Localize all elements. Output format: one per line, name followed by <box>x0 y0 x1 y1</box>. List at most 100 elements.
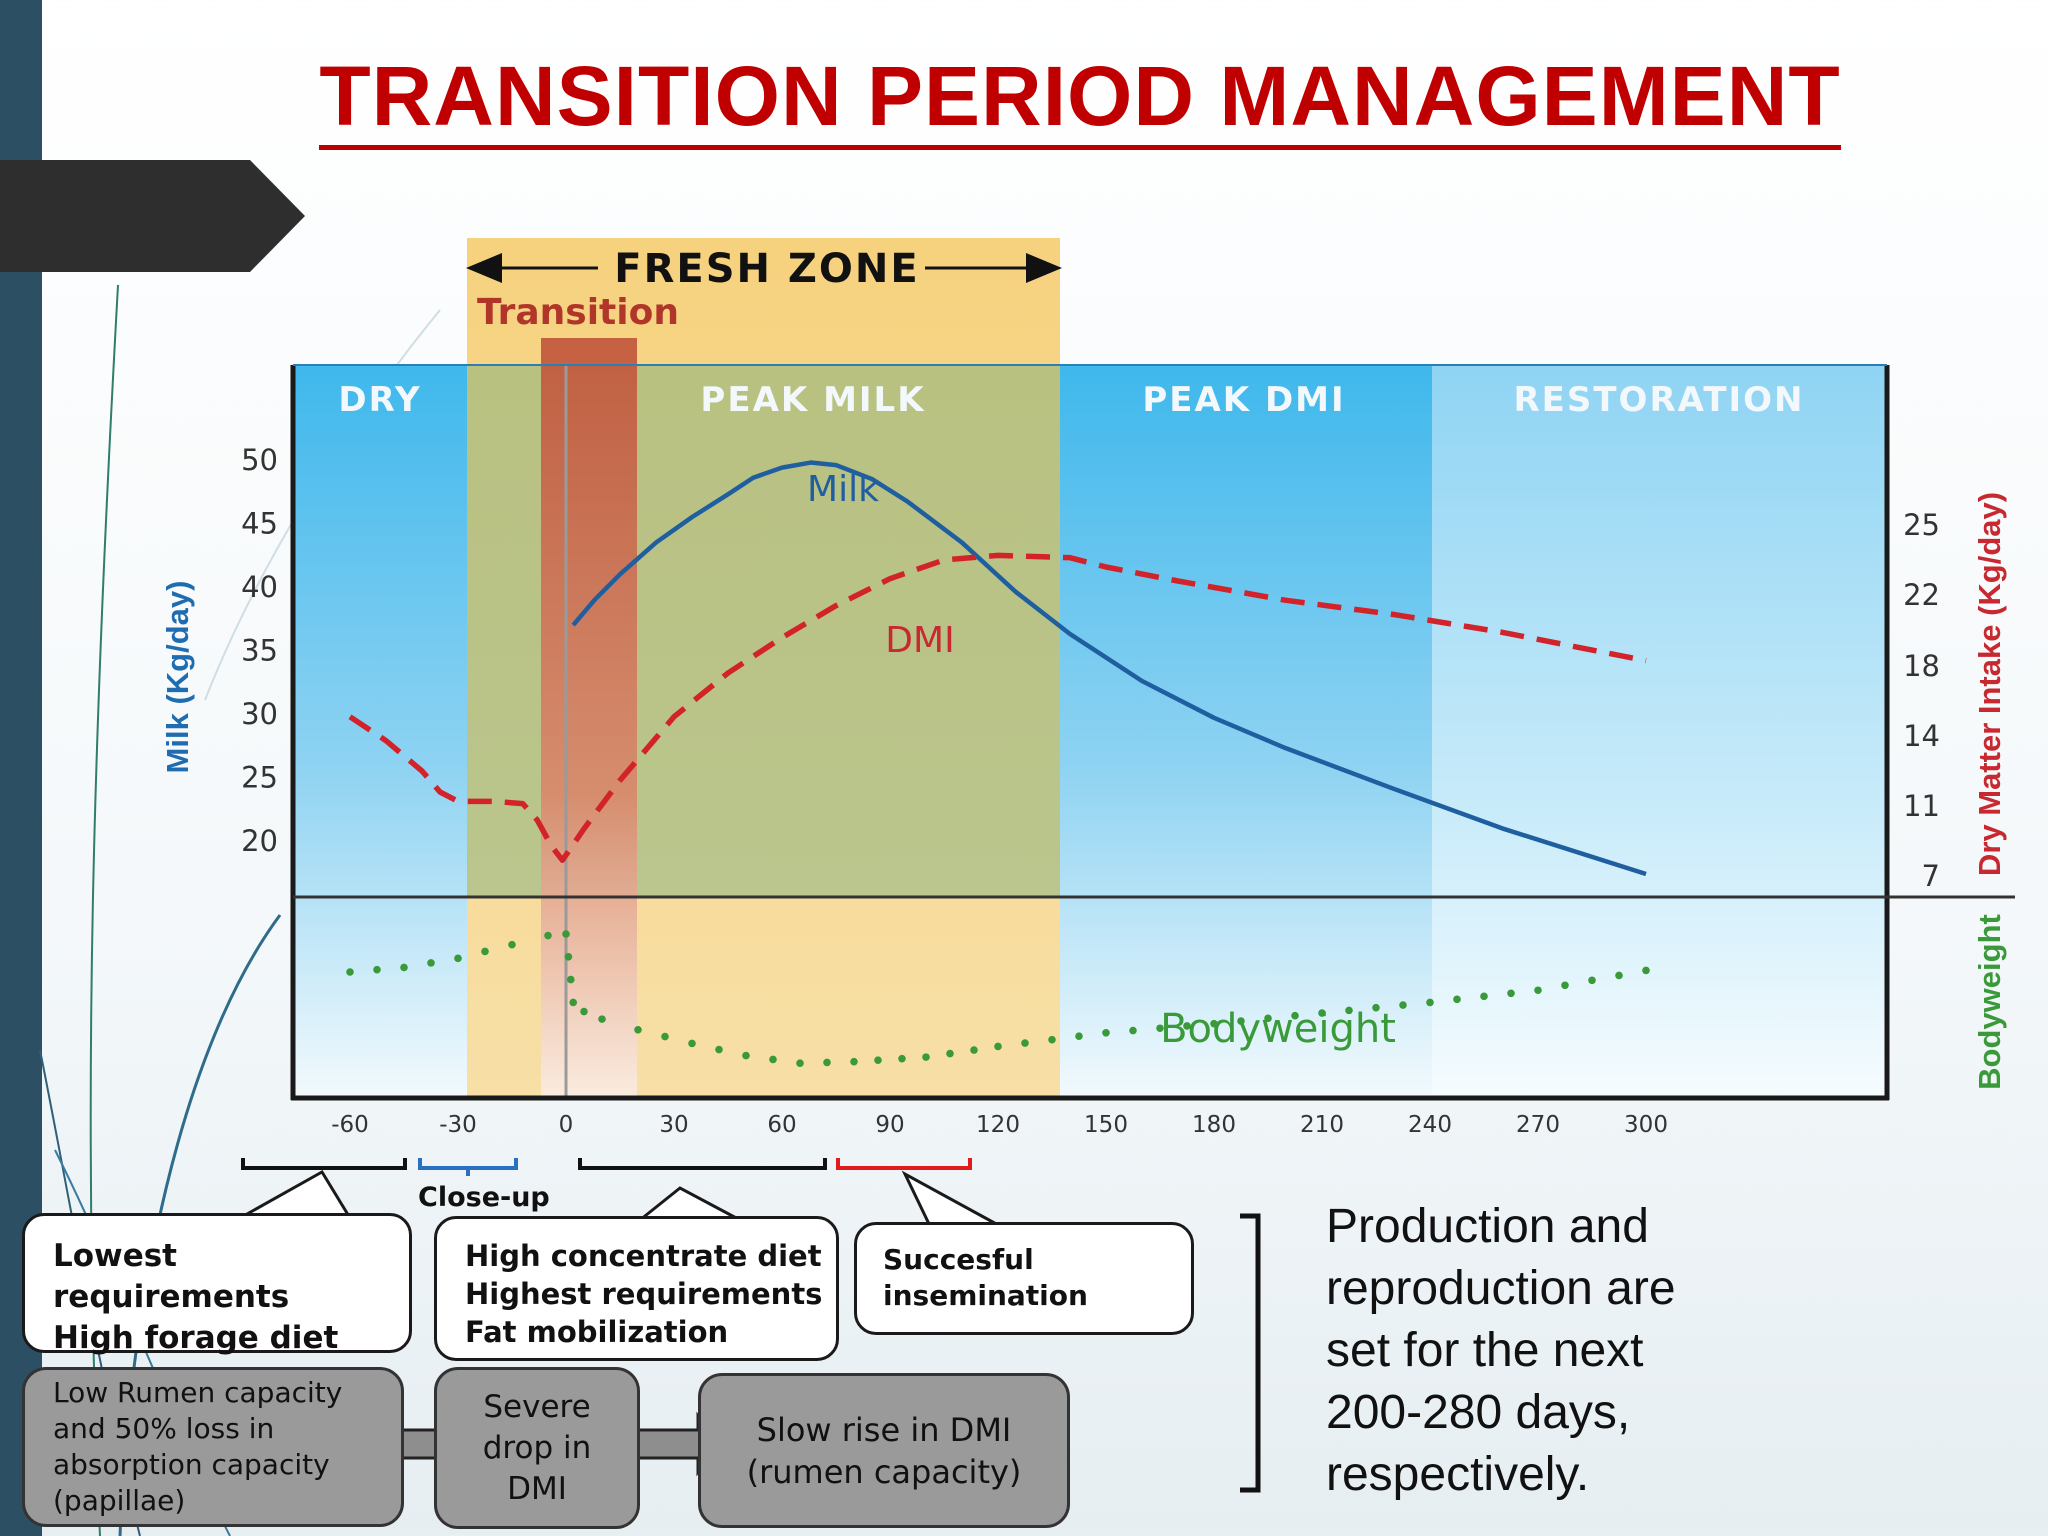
x-tick-label: 30 <box>659 1112 688 1138</box>
bodyweight-point <box>1480 992 1488 1001</box>
close-up-label: Close-up <box>418 1182 550 1213</box>
bodyweight-point <box>1372 1003 1380 1012</box>
y-left-tick-label: 20 <box>241 824 278 858</box>
callout-dry-line-2: requirements <box>53 1279 290 1315</box>
summary-line-3: set for the next <box>1326 1324 1644 1377</box>
bodyweight-point <box>1426 998 1434 1007</box>
summary-bracket <box>1240 1213 1261 1493</box>
bodyweight-point <box>1588 976 1596 985</box>
x-tick-label: 120 <box>976 1112 1020 1138</box>
flow-box-dmi-drop: Severe drop in DMI <box>434 1367 640 1529</box>
bodyweight-point <box>544 931 552 940</box>
bodyweight-point <box>1048 1035 1056 1044</box>
fresh-zone-label: FRESH ZONE <box>614 246 919 292</box>
bodyweight-point <box>1318 1009 1326 1017</box>
timeline-brackets <box>241 1158 972 1176</box>
bodyweight-point <box>850 1057 858 1066</box>
y-right-tick-labels: 25 22 18 14 11 7 <box>1903 508 1940 893</box>
y-right-tick-label: 11 <box>1903 789 1940 823</box>
y-right-tick-label: 22 <box>1903 578 1940 612</box>
y-right-tick-label: 25 <box>1903 508 1940 542</box>
bracket-close-up <box>418 1158 518 1170</box>
bodyweight-point <box>946 1049 954 1058</box>
bodyweight-point <box>1156 1024 1164 1033</box>
series-label-bodyweight: Bodyweight <box>1160 1006 1396 1052</box>
zone-label-peak-dmi: PEAK DMI <box>1142 380 1345 420</box>
zone-labels: DRY PEAK MILK PEAK DMI RESTORATION <box>338 380 1804 420</box>
bodyweight-point <box>1021 1039 1029 1047</box>
callout-dry-period: Lowest requirements High forage diet <box>22 1213 412 1356</box>
bodyweight-point <box>569 998 577 1007</box>
flow-box-1-line-4: (papillae) <box>53 1484 186 1517</box>
fresh-zone-header: FRESH ZONE Transition <box>466 246 1062 333</box>
bodyweight-point <box>1102 1029 1110 1037</box>
y-left-tick-label: 45 <box>241 507 278 541</box>
bodyweight-point <box>1453 995 1461 1004</box>
series-bodyweight-dots <box>346 930 1650 1067</box>
bodyweight-point <box>564 953 573 961</box>
y-right-axis-title: Dry Matter Intake (Kg/day) <box>1972 492 2007 876</box>
flow-box-2-line-1: Severe <box>483 1388 591 1425</box>
bracket-fresh <box>578 1158 827 1170</box>
bodyweight-point <box>769 1055 777 1064</box>
x-tick-label: -30 <box>439 1112 477 1138</box>
bodyweight-point <box>1345 1006 1353 1015</box>
bodyweight-point <box>1507 989 1515 998</box>
callout-insemination: Succesful insemination <box>854 1222 1194 1335</box>
bodyweight-point <box>661 1032 669 1041</box>
zone-dry-bg <box>293 365 467 1100</box>
chart-frame <box>290 364 2015 1101</box>
x-tick-label: 210 <box>1300 1112 1344 1138</box>
flow-box-2-line-3: DMI <box>507 1470 567 1507</box>
bodyweight-point <box>562 930 570 938</box>
bodyweight-point <box>898 1054 906 1063</box>
callout-insemination-line-1: Succesful <box>883 1243 1034 1276</box>
flow-box-3-line-2: (rumen capacity) <box>746 1452 1022 1491</box>
x-tick-label: 0 <box>559 1112 574 1138</box>
y-left-tick-labels: 50 45 40 35 30 25 20 <box>241 443 278 858</box>
bodyweight-point <box>1291 1011 1299 1020</box>
bodyweight-point <box>1615 971 1623 980</box>
flow-box-3-line-1: Slow rise in DMI <box>756 1410 1012 1449</box>
bodyweight-point <box>580 1007 588 1016</box>
flow-box-dmi-rise: Slow rise in DMI (rumen capacity) <box>698 1373 1070 1528</box>
bodyweight-point <box>1129 1026 1137 1035</box>
transition-band <box>541 338 637 1100</box>
callout-fresh-line-2: Highest requirements <box>465 1277 823 1311</box>
bodyweight-point <box>373 965 381 974</box>
bodyweight-point <box>427 959 435 967</box>
bodyweight-point <box>1210 1019 1218 1028</box>
bodyweight-point <box>1642 966 1650 975</box>
bodyweight-point <box>874 1056 882 1064</box>
series-milk-line <box>571 460 1647 877</box>
x-tick-label: 180 <box>1192 1112 1236 1138</box>
y-right-tick-label: 14 <box>1903 719 1940 753</box>
callout-fresh-line-1: High concentrate diet <box>465 1239 822 1273</box>
bodyweight-point <box>1075 1032 1083 1041</box>
x-tick-label: 60 <box>767 1112 796 1138</box>
series-layer <box>346 460 1650 1067</box>
y-lower-axis-title: Bodyweight <box>1972 914 2007 1090</box>
callout-dry-line-3: High forage diet <box>53 1320 339 1356</box>
callout-insemination-line-2: insemination <box>883 1279 1088 1312</box>
y-left-tick-label: 30 <box>241 697 278 731</box>
x-tick-label: 270 <box>1516 1112 1560 1138</box>
zone-restoration-bg <box>1432 365 1887 1100</box>
bodyweight-point <box>346 968 354 976</box>
bracket-insemination <box>836 1158 972 1170</box>
x-tick-label: 90 <box>875 1112 904 1138</box>
bodyweight-point <box>688 1039 696 1048</box>
bodyweight-point <box>481 947 489 956</box>
callout-tail-3 <box>901 1170 1001 1228</box>
transition-label: Transition <box>477 292 679 333</box>
series-label-milk: Milk <box>807 469 879 510</box>
summary-line-2: reproduction are <box>1326 1262 1676 1315</box>
bodyweight-point <box>922 1053 930 1061</box>
bodyweight-point <box>823 1058 831 1067</box>
x-tick-label: 300 <box>1624 1112 1668 1138</box>
bodyweight-point <box>742 1051 750 1060</box>
zone-label-restoration: RESTORATION <box>1513 380 1804 420</box>
summary-line-1: Production and <box>1326 1200 1649 1253</box>
callout-tails <box>234 1169 1001 1228</box>
x-tick-label: -60 <box>331 1112 369 1138</box>
